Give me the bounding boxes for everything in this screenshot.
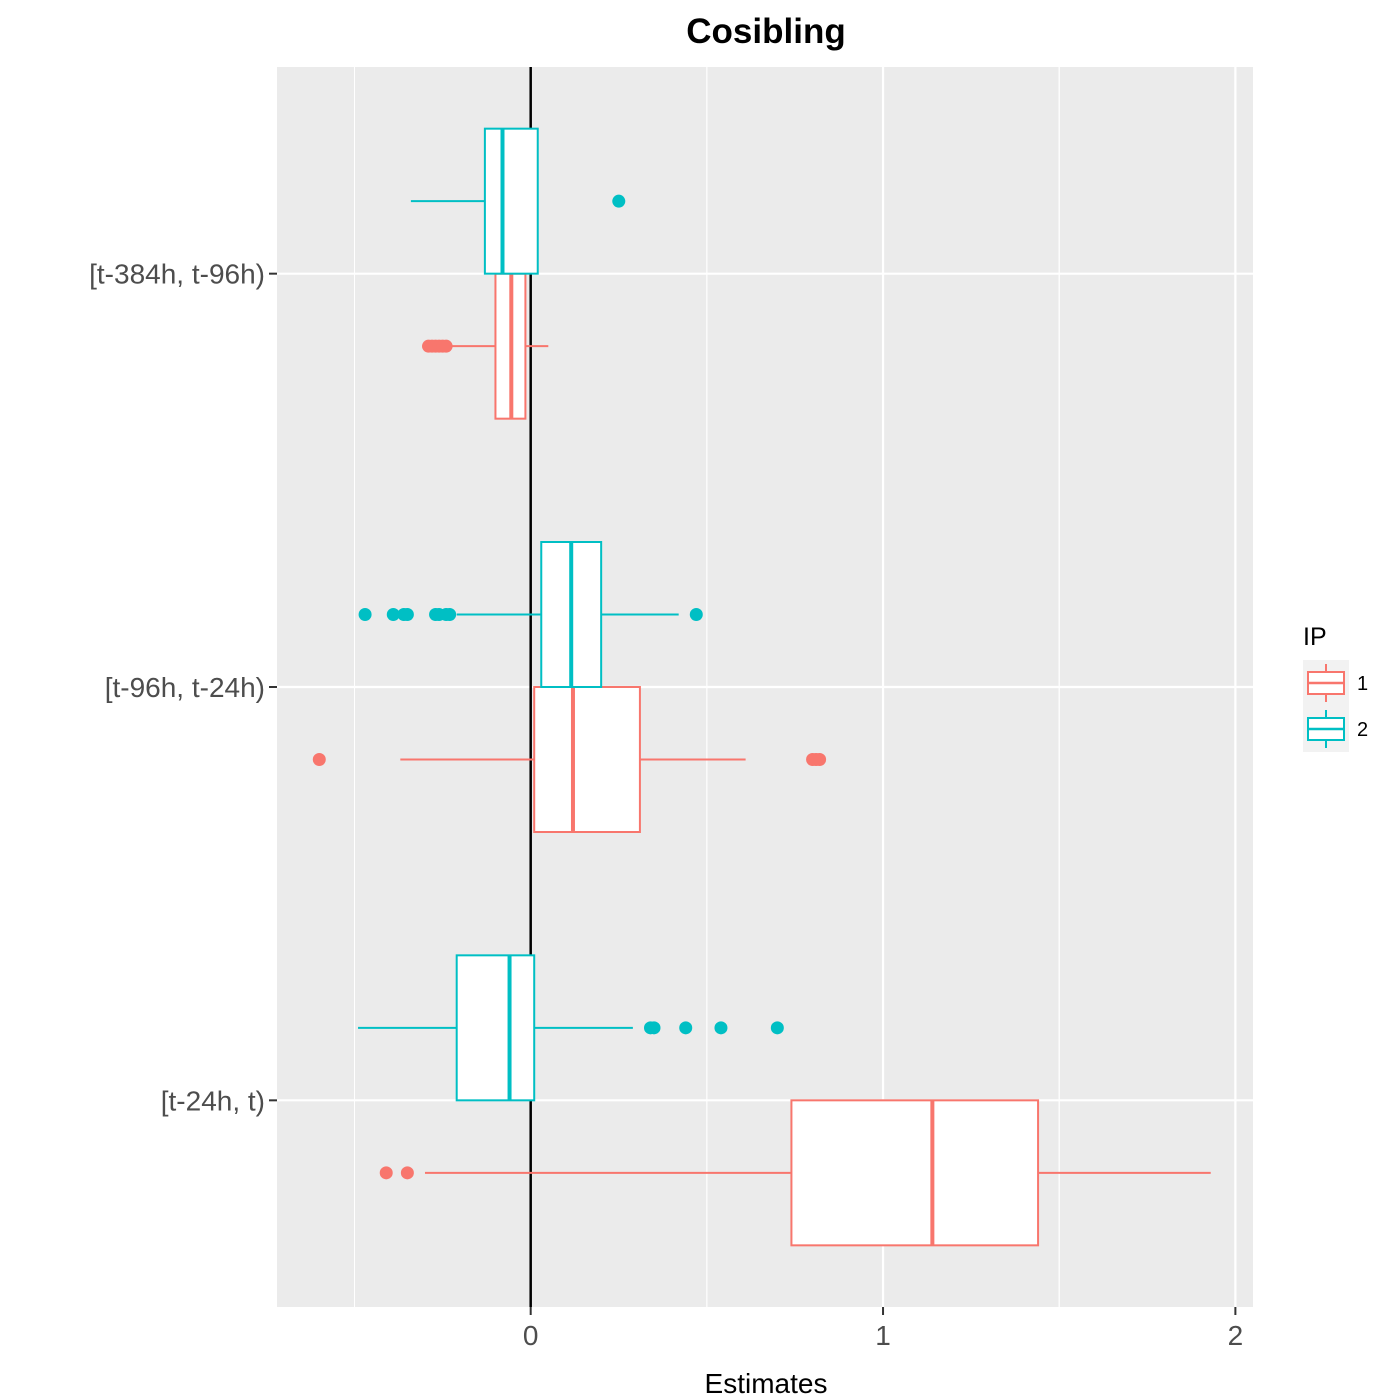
- outlier-point: [400, 608, 414, 621]
- legend: IP 1 2: [1303, 623, 1368, 752]
- x-tick-label: 0: [523, 1320, 539, 1351]
- outlier-point: [400, 1166, 414, 1180]
- y-tick-label: [t-96h, t-24h): [105, 672, 265, 703]
- outlier-point: [358, 608, 372, 621]
- legend-key-2: [1303, 706, 1349, 752]
- y-tick-label: [t-24h, t): [161, 1085, 265, 1116]
- outlier-point: [679, 1021, 693, 1035]
- x-axis-title: Estimates: [705, 1368, 828, 1399]
- box: [483, 127, 539, 275]
- boxplot-2-2: [358, 954, 784, 1102]
- legend-label: 1: [1357, 673, 1368, 695]
- outlier-point: [689, 608, 703, 621]
- boxplot-1-2: [379, 1099, 1211, 1247]
- box: [533, 686, 641, 833]
- outlier-point: [312, 753, 326, 766]
- outlier-point: [647, 1021, 661, 1035]
- box: [455, 954, 536, 1102]
- y-axis: [t-384h, t-96h) [t-96h, t-24h) [t-24h, t): [89, 259, 277, 1116]
- y-tick-label: [t-384h, t-96h): [89, 259, 265, 290]
- outlier-point: [443, 608, 457, 621]
- x-axis: 0 1 2: [523, 1307, 1243, 1351]
- x-tick-label: 2: [1228, 1320, 1244, 1351]
- outlier-point: [386, 608, 400, 621]
- boxplot-1-1: [312, 686, 827, 833]
- chart-title: Cosibling: [686, 12, 845, 51]
- outlier-point: [439, 339, 453, 353]
- boxplots: [312, 127, 1211, 1247]
- box: [790, 1099, 1040, 1247]
- boxplot-2-1: [358, 541, 703, 688]
- outlier-point: [714, 1021, 728, 1035]
- legend-label: 2: [1357, 719, 1368, 741]
- outlier-point: [612, 194, 626, 208]
- outlier-point: [813, 753, 827, 766]
- legend-key-1: [1303, 660, 1349, 706]
- legend-title: IP: [1303, 623, 1327, 651]
- outlier-point: [770, 1021, 784, 1035]
- boxplot-2-0: [410, 127, 626, 275]
- x-tick-label: 1: [875, 1320, 891, 1351]
- outlier-point: [379, 1166, 393, 1180]
